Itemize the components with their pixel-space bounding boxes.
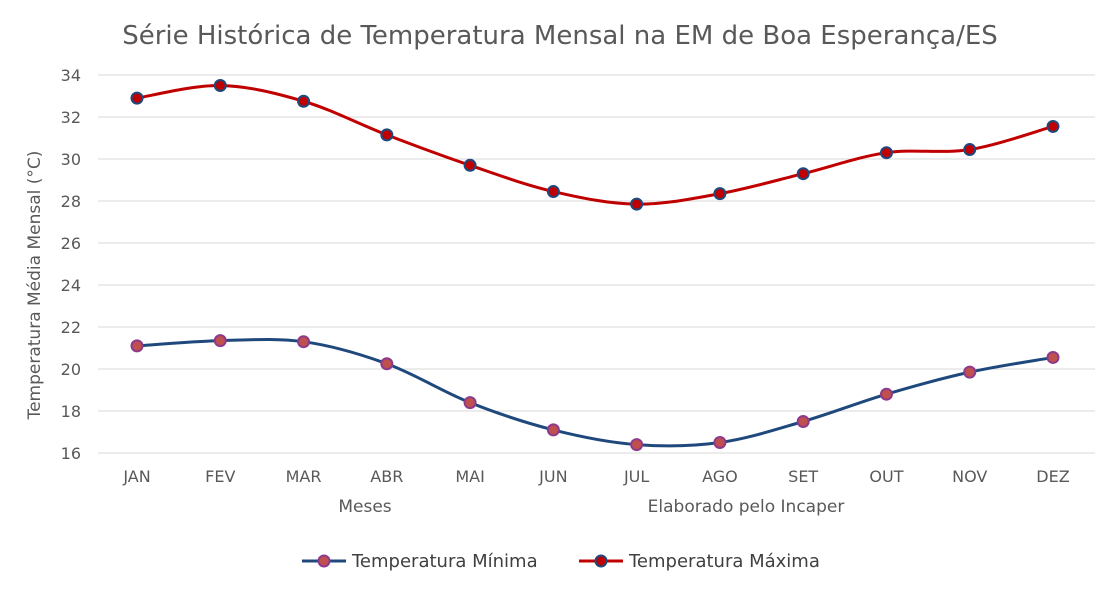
data-point	[213, 334, 227, 348]
data-point	[963, 365, 977, 379]
x-tick-label: SET	[788, 467, 818, 486]
y-tick-label: 32	[61, 108, 81, 127]
series-line	[136, 83, 1054, 206]
y-tick-label: 18	[61, 402, 81, 421]
y-axis-ticks: 16 18 20 22 24 26 28 30 32 34	[61, 66, 81, 463]
data-point	[297, 335, 311, 349]
legend-label-min: Temperatura Mínima	[351, 551, 538, 572]
data-point	[1046, 350, 1060, 364]
legend-item-max: Temperatura Máxima	[579, 551, 820, 572]
data-point	[463, 396, 477, 410]
data-point	[963, 143, 977, 157]
x-tick-label: JUN	[538, 467, 567, 486]
source-note: Elaborado pelo Incaper	[648, 497, 845, 517]
x-tick-label: AGO	[702, 467, 738, 486]
y-tick-label: 16	[61, 444, 81, 463]
y-axis-label: Temperatura Média Mensal (°C)	[25, 151, 45, 421]
data-point	[213, 79, 227, 92]
data-point	[630, 438, 644, 452]
data-point	[380, 128, 394, 142]
data-point	[879, 146, 893, 160]
x-tick-label: DEZ	[1036, 467, 1069, 486]
gridlines	[98, 74, 1095, 454]
series-line	[136, 337, 1054, 448]
legend-swatch-marker	[317, 554, 331, 568]
data-point	[130, 91, 144, 105]
x-tick-label: FEV	[205, 467, 235, 486]
x-tick-label: JAN	[122, 467, 150, 486]
data-point	[1046, 119, 1060, 133]
x-tick-label: NOV	[952, 467, 987, 486]
x-axis-ticks: JAN FEV MAR ABR MAI JUN JUL AGO SET OUT NOV DEZ	[122, 467, 1069, 486]
chart-title: Série Histórica de Temperatura Mensal na…	[122, 21, 998, 51]
x-tick-label: ABR	[370, 467, 403, 486]
y-tick-label: 22	[61, 318, 81, 337]
data-point	[796, 415, 810, 428]
y-tick-label: 28	[61, 192, 81, 211]
legend-item-min: Temperatura Mínima	[302, 551, 538, 572]
data-point	[546, 423, 560, 437]
y-tick-label: 26	[61, 234, 81, 253]
data-point	[879, 387, 893, 401]
data-point	[546, 185, 560, 199]
y-tick-label: 34	[61, 66, 81, 85]
series-min	[130, 334, 1060, 452]
y-tick-label: 20	[61, 360, 81, 379]
legend-swatch-marker	[594, 554, 608, 568]
x-axis-label: Meses	[338, 497, 391, 517]
x-tick-label: MAR	[286, 467, 322, 486]
x-tick-label: MAI	[455, 467, 484, 486]
legend-label-max: Temperatura Máxima	[628, 551, 820, 572]
y-tick-label: 24	[61, 276, 81, 295]
data-point	[796, 167, 810, 181]
series-layer	[130, 79, 1060, 452]
legend: Temperatura Mínima Temperatura Máxima	[302, 551, 820, 572]
data-point	[380, 357, 394, 371]
y-tick-label: 30	[61, 150, 81, 169]
data-point	[297, 94, 311, 108]
data-point	[713, 187, 727, 201]
x-tick-label: JUL	[623, 467, 649, 486]
data-point	[713, 436, 727, 449]
x-tick-label: OUT	[869, 467, 903, 486]
data-point	[130, 339, 144, 353]
data-point	[630, 197, 644, 211]
series-max	[130, 79, 1060, 211]
data-point	[463, 158, 477, 172]
